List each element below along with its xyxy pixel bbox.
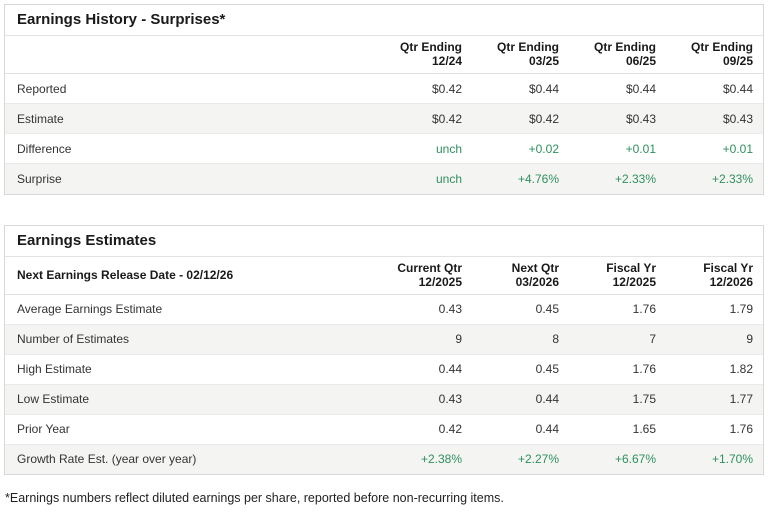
cell-value: $0.44: [722, 81, 753, 96]
cell-value: $0.42: [431, 81, 462, 96]
row-label: Estimate: [17, 111, 64, 126]
row-label: Reported: [17, 81, 67, 96]
column-header-fiscal-yr-2026: Fiscal Yr 12/2026: [666, 257, 763, 295]
table-row-reported: Reported $0.42 $0.44 $0.44 $0.44: [5, 74, 763, 104]
cell-value: 1.79: [729, 302, 753, 316]
cell-value: 1.75: [632, 392, 656, 406]
row-label: High Estimate: [17, 362, 92, 376]
cell-value: +4.76%: [517, 171, 559, 186]
row-label: Surprise: [17, 171, 62, 186]
cell-value: 0.43: [438, 392, 462, 406]
cell-value: 1.76: [632, 302, 656, 316]
column-header-line1: Current Qtr: [397, 260, 462, 275]
cell-value: $0.43: [625, 111, 656, 126]
cell-value: 1.76: [632, 362, 656, 376]
earnings-estimates-card: Earnings Estimates Next Earnings Release…: [4, 224, 764, 475]
column-header-qtr-0925: Qtr Ending 09/25: [666, 36, 763, 74]
cell-value: 9: [746, 332, 753, 346]
column-header-line1: Qtr Ending: [400, 40, 462, 54]
column-header-line2: 12/24: [431, 54, 462, 68]
cell-value: $0.44: [625, 81, 656, 96]
table-row-surprise: Surprise unch +4.76% +2.33% +2.33%: [5, 163, 763, 194]
column-header-line1: Next Qtr: [511, 260, 559, 275]
table-row-estimate: Estimate $0.42 $0.42 $0.43 $0.43: [5, 103, 763, 134]
history-header-spacer: [5, 36, 375, 74]
history-header-row: Qtr Ending 12/24 Qtr Ending 03/25 Qtr En…: [5, 36, 763, 74]
column-header-qtr-1224: Qtr Ending 12/24: [375, 36, 472, 74]
column-header-fiscal-yr-2025: Fiscal Yr 12/2025: [569, 257, 666, 295]
cell-value: +6.67%: [614, 452, 656, 467]
row-label: Number of Estimates: [17, 332, 130, 346]
column-header-line2: 06/25: [625, 54, 656, 68]
cell-value: $0.42: [431, 111, 462, 126]
column-header-line1: Fiscal Yr: [703, 260, 753, 275]
earnings-footnote: *Earnings numbers reflect diluted earnin…: [5, 491, 504, 505]
row-label: Prior Year: [17, 422, 70, 436]
column-header-current-qtr: Current Qtr 12/2025: [375, 257, 472, 295]
cell-value: $0.44: [528, 81, 559, 96]
column-header-next-qtr: Next Qtr 03/2026: [472, 257, 569, 295]
cell-value: +0.01: [722, 141, 753, 156]
earnings-history-title: Earnings History - Surprises*: [5, 5, 763, 36]
row-label: Difference: [17, 141, 72, 156]
next-earnings-release-date: Next Earnings Release Date - 02/12/26: [17, 267, 234, 282]
table-row-average-estimate: Average Earnings Estimate 0.43 0.45 1.76…: [5, 294, 763, 324]
column-header-line2: 09/25: [722, 54, 753, 68]
table-row-low-estimate: Low Estimate 0.43 0.44 1.75 1.77: [5, 384, 763, 414]
cell-value: 1.65: [632, 422, 656, 436]
column-header-line1: Qtr Ending: [594, 40, 656, 54]
cell-value: +2.27%: [517, 452, 559, 467]
column-header-qtr-0625: Qtr Ending 06/25: [569, 36, 666, 74]
cell-value: 0.43: [438, 302, 462, 316]
cell-value: 0.44: [535, 422, 559, 436]
table-row-prior-year: Prior Year 0.42 0.44 1.65 1.76: [5, 414, 763, 444]
cell-value: unch: [435, 141, 462, 156]
cell-value: +0.02: [528, 141, 559, 156]
cell-value: 1.77: [729, 392, 753, 406]
cell-value: 0.42: [438, 422, 462, 436]
column-header-line2: 12/2025: [612, 274, 656, 289]
cell-value: $0.42: [528, 111, 559, 126]
cell-value: +0.01: [625, 141, 656, 156]
cell-value: +2.33%: [614, 171, 656, 186]
cell-value: 1.82: [729, 362, 753, 376]
cell-value: 0.45: [535, 362, 559, 376]
column-header-line1: Qtr Ending: [691, 40, 753, 54]
cell-value: 0.44: [535, 392, 559, 406]
table-row-high-estimate: High Estimate 0.44 0.45 1.76 1.82: [5, 354, 763, 384]
row-label: Growth Rate Est. (year over year): [17, 452, 197, 467]
column-header-line1: Fiscal Yr: [606, 260, 656, 275]
cell-value: 8: [552, 332, 559, 346]
cell-value: +2.33%: [711, 171, 753, 186]
column-header-line2: 03/25: [528, 54, 559, 68]
table-row-number-of-estimates: Number of Estimates 9 8 7 9: [5, 324, 763, 354]
earnings-history-table: Qtr Ending 12/24 Qtr Ending 03/25 Qtr En…: [5, 36, 763, 194]
cell-value: unch: [435, 171, 462, 186]
column-header-line1: Qtr Ending: [497, 40, 559, 54]
cell-value: +2.38%: [420, 452, 462, 467]
cell-value: 7: [649, 332, 656, 346]
column-header-line2: 03/2026: [515, 274, 559, 289]
table-row-difference: Difference unch +0.02 +0.01 +0.01: [5, 133, 763, 164]
column-header-line2: 12/2026: [709, 274, 753, 289]
cell-value: 0.45: [535, 302, 559, 316]
cell-value: $0.43: [722, 111, 753, 126]
cell-value: 9: [455, 332, 462, 346]
earnings-history-card: Earnings History - Surprises* Qtr Ending…: [4, 4, 764, 195]
cell-value: +1.70%: [711, 452, 753, 467]
earnings-estimates-table: Next Earnings Release Date - 02/12/26 Cu…: [5, 257, 763, 474]
cell-value: 1.76: [729, 422, 753, 436]
estimates-header-row: Next Earnings Release Date - 02/12/26 Cu…: [5, 257, 763, 295]
column-header-qtr-0325: Qtr Ending 03/25: [472, 36, 569, 74]
row-label: Average Earnings Estimate: [17, 302, 163, 316]
table-row-growth-rate: Growth Rate Est. (year over year) +2.38%…: [5, 444, 763, 474]
cell-value: 0.44: [438, 362, 462, 376]
row-label: Low Estimate: [17, 392, 90, 406]
earnings-estimates-title: Earnings Estimates: [5, 226, 763, 257]
column-header-line2: 12/2025: [418, 274, 462, 289]
